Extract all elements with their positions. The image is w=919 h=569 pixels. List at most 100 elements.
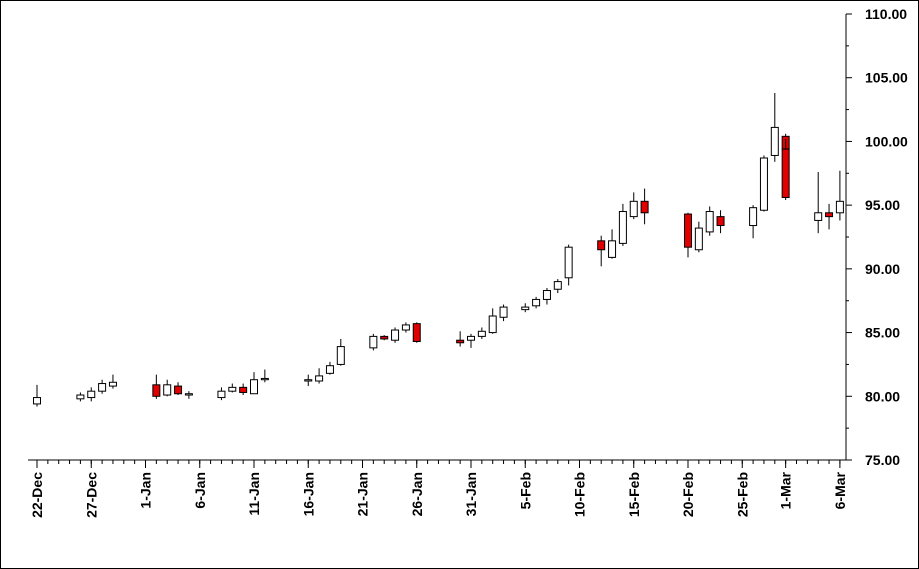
x-tick-label: 1-Jan — [138, 472, 154, 509]
candle-body-down — [716, 216, 725, 227]
candle — [325, 361, 334, 375]
candle — [499, 304, 508, 322]
x-tick-label: 22-Dec — [29, 472, 45, 518]
candle — [553, 279, 562, 294]
candle-body-up — [553, 281, 562, 290]
candle-body-up — [76, 394, 85, 400]
candle-body-down — [152, 384, 161, 397]
candles-layer — [33, 93, 844, 407]
candle — [759, 155, 768, 212]
candle-body-up — [629, 200, 638, 218]
candle-body-up — [98, 383, 107, 392]
candle — [467, 333, 475, 348]
x-tick-label: 21-Jan — [355, 472, 371, 516]
candle-body-up — [532, 298, 541, 307]
candle — [825, 203, 834, 230]
candle — [250, 372, 258, 395]
x-tick-label: 15-Feb — [626, 472, 642, 517]
candle-body-up — [618, 211, 627, 244]
candle-body-up — [759, 157, 768, 211]
candle — [239, 383, 248, 396]
candle-body-down — [684, 213, 692, 248]
candle-body-up — [467, 335, 475, 341]
x-tick-label: 6-Mar — [832, 471, 848, 509]
candle-body-up — [694, 227, 703, 251]
y-tick-label: 95.00 — [865, 197, 900, 213]
candle-body-up — [228, 386, 237, 392]
x-tick-label: 25-Feb — [734, 472, 750, 517]
candle — [152, 374, 161, 399]
y-tick-label: 80.00 — [865, 388, 900, 404]
x-tick-label: 20-Feb — [680, 472, 696, 517]
candle — [380, 335, 389, 341]
y-tick-label: 75.00 — [865, 452, 900, 468]
candle — [33, 384, 41, 407]
x-tick-label: 1-Mar — [778, 471, 794, 509]
y-tick-label: 105.00 — [865, 70, 908, 86]
candle-body-up — [304, 379, 313, 382]
candle — [684, 212, 692, 258]
candle — [260, 369, 269, 383]
candle-body-up — [260, 377, 269, 381]
candle-body-up — [488, 315, 497, 334]
candle — [412, 322, 421, 343]
y-axis-ticks: 75.00 80.00 85.00 90.00 95.00 100.00 105.00 110… — [846, 6, 908, 468]
candle-body-up — [770, 126, 779, 156]
candle-body-down — [412, 323, 421, 342]
candle-body-up — [87, 390, 96, 399]
candle-body-up — [184, 393, 193, 396]
candle — [87, 387, 96, 402]
candle — [694, 221, 703, 253]
candle-body-down — [597, 240, 606, 251]
candle-body-up — [250, 379, 258, 395]
candle — [640, 188, 649, 225]
candle-body-up — [336, 346, 345, 365]
candle-body-up — [564, 246, 573, 279]
candle — [488, 308, 497, 334]
candle-body-up — [477, 330, 486, 337]
candle — [705, 206, 714, 236]
candle — [163, 379, 172, 397]
x-tick-label: 31-Jan — [463, 472, 479, 516]
candle-body-down — [456, 339, 465, 344]
candle — [98, 379, 107, 394]
candle — [217, 387, 226, 401]
candle-body-up — [217, 390, 226, 399]
candle — [608, 229, 617, 259]
candle-body-up — [749, 207, 758, 227]
x-tick-label: 26-Jan — [409, 472, 425, 516]
candle — [228, 383, 237, 393]
x-axis-ticks: 22-Dec 27-Dec 1-Jan 6-Jan 11-Jan 16-Jan 21-Jan… — [29, 460, 848, 518]
candle — [618, 203, 627, 246]
x-tick-label: 6-Jan — [192, 472, 208, 509]
candle-body-down — [825, 212, 834, 218]
candle — [814, 172, 823, 234]
y-tick-label: 90.00 — [865, 261, 900, 277]
candle — [401, 322, 410, 333]
candle-body-up — [315, 375, 324, 382]
candle — [174, 382, 183, 396]
candle — [76, 392, 85, 402]
x-tick-label: 11-Jan — [246, 472, 262, 516]
candle — [770, 93, 779, 162]
candle — [749, 205, 758, 239]
candle — [521, 303, 530, 313]
candle — [391, 327, 400, 343]
y-tick-label: 110.00 — [865, 6, 907, 22]
candle — [336, 338, 345, 366]
candle-body-down — [781, 148, 790, 198]
candle — [304, 374, 313, 387]
candle-body-up — [608, 240, 617, 258]
candle — [716, 210, 725, 234]
candle-body-up — [814, 212, 823, 221]
candle — [542, 287, 551, 305]
candle — [564, 244, 573, 286]
candle-body-up — [401, 324, 410, 331]
candle — [369, 333, 378, 351]
candle-body-up — [499, 306, 508, 318]
x-tick-label: 5-Feb — [517, 472, 533, 509]
candle-body-up — [391, 329, 400, 341]
candle — [108, 374, 117, 389]
